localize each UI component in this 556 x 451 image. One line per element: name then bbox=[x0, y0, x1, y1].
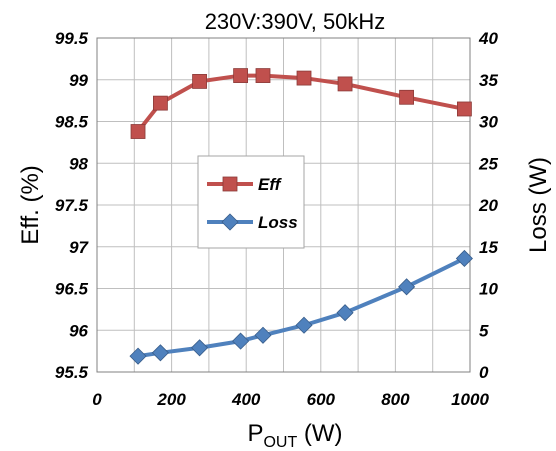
legend-box bbox=[197, 155, 305, 249]
y-right-tick-label: 25 bbox=[478, 154, 498, 173]
data-point-loss bbox=[151, 344, 169, 362]
data-point-loss bbox=[129, 347, 147, 365]
x-tick-label: 0 bbox=[92, 390, 102, 409]
x-tick-label: 1000 bbox=[451, 390, 489, 409]
data-point-eff bbox=[233, 68, 249, 83]
y-right-tick-label: 15 bbox=[479, 238, 498, 257]
data-point-loss bbox=[232, 332, 250, 350]
y-right-tick-label: 5 bbox=[479, 321, 489, 340]
series-loss bbox=[129, 249, 473, 365]
x-axis-label-unit: (W) bbox=[297, 420, 342, 447]
y-right-tick-label: 20 bbox=[478, 196, 498, 215]
x-axis-label-main: P bbox=[247, 420, 263, 447]
data-point-eff bbox=[337, 76, 353, 92]
y-left-tick-label: 96 bbox=[69, 321, 88, 340]
data-point-loss bbox=[398, 278, 416, 296]
y-left-tick-label: 98 bbox=[69, 154, 88, 173]
data-point-loss bbox=[295, 316, 313, 334]
data-point-eff bbox=[192, 74, 207, 89]
data-point-eff bbox=[399, 89, 414, 105]
y-left-tick-label: 99.5 bbox=[55, 29, 89, 48]
data-point-loss bbox=[254, 326, 272, 344]
y-axis-right-label: Loss (W) bbox=[525, 157, 552, 253]
legend-marker-loss bbox=[221, 213, 239, 231]
series-layer bbox=[129, 68, 473, 365]
y-right-tick-label: 40 bbox=[478, 29, 498, 48]
legend: Eff Loss bbox=[197, 155, 305, 249]
data-point-loss bbox=[191, 339, 209, 357]
y-axis-left-label: Eff. (%) bbox=[17, 165, 44, 245]
data-point-eff bbox=[457, 101, 472, 117]
x-tick-label: 400 bbox=[231, 390, 261, 409]
y-right-tick-label: 0 bbox=[479, 363, 489, 382]
data-point-eff bbox=[153, 95, 168, 111]
y-left-tick-label: 97.5 bbox=[55, 196, 89, 215]
data-point-eff bbox=[130, 124, 146, 139]
y-left-tick-label: 99 bbox=[69, 71, 88, 90]
y-left-tick-label: 95.5 bbox=[55, 363, 89, 382]
data-point-eff bbox=[296, 70, 312, 86]
plot-frame bbox=[96, 37, 471, 373]
legend-label-eff: Eff bbox=[258, 175, 283, 194]
y-left-tick-label: 98.5 bbox=[55, 113, 89, 132]
y-left-tick-label: 96.5 bbox=[55, 280, 89, 299]
legend-label-loss: Loss bbox=[258, 213, 298, 232]
x-tick-label: 800 bbox=[381, 390, 410, 409]
y-left-tick-label: 97 bbox=[69, 238, 89, 257]
x-axis-label: POUT (W) bbox=[247, 420, 342, 451]
series-eff bbox=[130, 68, 472, 139]
y-right-tick-label: 30 bbox=[479, 113, 498, 132]
x-axis-label-subscript: OUT bbox=[263, 434, 297, 451]
x-tick-label: 600 bbox=[307, 390, 336, 409]
chart-title: 230V:390V, 50kHz bbox=[205, 9, 386, 34]
series-line-loss bbox=[137, 256, 466, 359]
y-right-tick-label: 35 bbox=[479, 71, 498, 90]
data-point-eff bbox=[255, 68, 271, 83]
legend-marker-eff bbox=[222, 176, 238, 192]
y-right-tick-label: 10 bbox=[479, 280, 498, 299]
x-tick-label: 200 bbox=[156, 390, 186, 409]
data-point-loss bbox=[455, 249, 473, 268]
data-point-loss bbox=[336, 304, 354, 322]
